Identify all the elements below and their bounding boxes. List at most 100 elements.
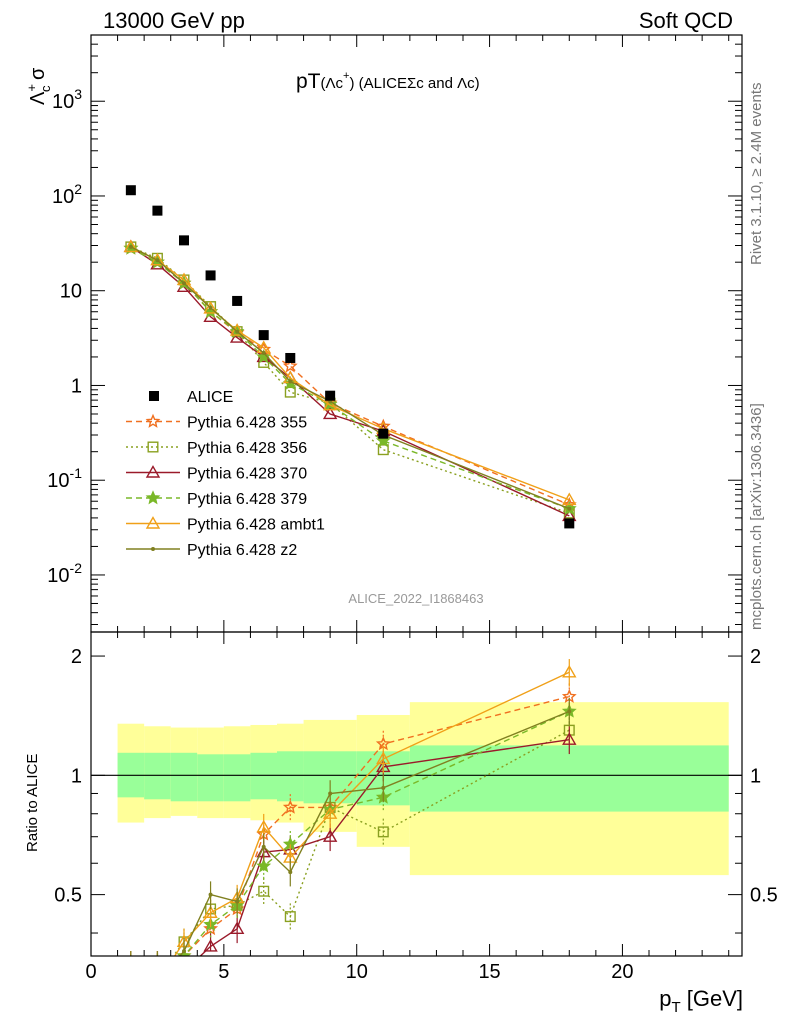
ratio-series-point: [151, 977, 163, 988]
ratio-series-clip: [125, 659, 577, 1024]
main-series-point: [203, 301, 218, 314]
ratio-tick-label-left: 1: [71, 765, 82, 787]
ratio-series-point: [322, 806, 338, 819]
ratio-series-point: [152, 982, 163, 993]
ratio-series-point: [235, 899, 240, 904]
ratio-series-point: [125, 1015, 136, 1024]
ratio-tick-label-right: 1: [750, 765, 761, 787]
y-tick-label: 10-1: [47, 465, 82, 492]
rivet-version-label: Rivet 3.1.10, ≥ 2.4M events: [748, 83, 765, 266]
y-tick-label: 1: [71, 375, 82, 397]
x-tick-label: 0: [85, 961, 96, 983]
main-series-point: [182, 281, 186, 286]
main-series-point: [282, 358, 298, 373]
ratio-band-inner: [277, 751, 304, 802]
main-series-point: [235, 329, 240, 334]
legend-marker: [145, 516, 161, 529]
x-axis-label: pT [GeV]: [659, 986, 743, 1016]
main-series-point: [256, 349, 272, 364]
legend-marker-data: [149, 391, 159, 401]
legend-label: Pythia 6.428 356: [187, 440, 307, 457]
main-series-line: [130, 246, 570, 514]
category-label: Soft QCD: [639, 8, 733, 33]
main-series-point: [284, 386, 296, 398]
data-point: [125, 185, 136, 196]
ratio-series-point: [284, 911, 296, 923]
ratio-tick-label-left: 2: [71, 646, 82, 668]
ratio-series-point: [129, 1012, 133, 1016]
ratio-series-point: [155, 981, 159, 985]
data-point: [564, 518, 575, 529]
ratio-series-point: [256, 858, 272, 873]
main-series-point: [322, 406, 338, 420]
main-series-point: [128, 244, 133, 249]
mcplots-label: mcplots.cern.ch [arXiv:1306.3436]: [748, 403, 765, 630]
y-tick-label: 103: [52, 86, 82, 113]
ratio-tick-label-right: 2: [750, 646, 761, 668]
ratio-series-point: [182, 949, 186, 954]
ratio-series-point: [151, 995, 163, 1006]
ratio-series-point: [203, 939, 218, 952]
legend-label: Pythia 6.428 379: [187, 491, 307, 508]
ratio-series-point: [125, 1008, 137, 1019]
ratio-series-point: [261, 844, 266, 849]
x-tick-label: 10: [346, 961, 368, 983]
main-series-line: [130, 247, 570, 506]
ratio-series-point: [153, 972, 163, 982]
ratio-band-inner: [409, 745, 729, 812]
ratio-series-point: [256, 819, 271, 833]
data-point: [205, 270, 216, 281]
plot-title-particle: (Λc: [321, 75, 344, 92]
axes-group: 0 5 10 15 20 10-2 10-1 1 10 102 103 0.5 0.5 1 1 2 2: [47, 34, 778, 983]
data-point: [152, 205, 163, 216]
ratio-series-point: [152, 982, 163, 993]
legend-marker: [145, 490, 161, 505]
analysis-id: ALICE_2022_I1868463: [348, 591, 483, 606]
main-series-point: [208, 305, 213, 310]
plot-title-main: pT: [296, 70, 321, 93]
ratio-series-point: [567, 709, 572, 714]
plot-title-suffix: (ALICEΣc and Λc): [354, 75, 479, 92]
ratio-series-point: [562, 732, 577, 745]
data-point: [285, 352, 296, 363]
legend-marker: [145, 413, 161, 428]
main-series-point: [322, 397, 338, 411]
ratio-band-group: [91, 702, 742, 876]
ratio-plot-frame: [90, 631, 743, 957]
ratio-series-point: [125, 1008, 137, 1019]
legend: ALICE Pythia 6.428 355 Pythia 6.428 356 Pyt…: [126, 389, 325, 559]
ratio-band-inner: [144, 752, 171, 800]
ratio-series-point: [126, 1009, 136, 1019]
legend-label: Pythia 6.428 370: [187, 466, 307, 483]
ratio-series-point: [178, 965, 190, 976]
y-tick-label: 102: [52, 181, 82, 208]
plot-title-close: ): [349, 75, 354, 92]
ratio-series-point: [282, 799, 298, 814]
ratio-series-line: [199, 739, 570, 956]
plot-title: pT(Λc+) (ALICEΣc and Λc): [296, 70, 480, 93]
ratio-band-inner: [250, 752, 277, 800]
ratio-band-inner: [223, 754, 251, 802]
ratio-tick-label-left: 0.5: [54, 885, 82, 907]
svg-text:Λ+c σ: Λ+c σ: [24, 67, 53, 105]
main-series-point: [123, 239, 139, 253]
main-series-point: [377, 444, 389, 456]
ratio-series-point: [203, 905, 218, 918]
data-point: [232, 295, 243, 306]
svg-text:pT [GeV]: pT [GeV]: [659, 986, 743, 1016]
ratio-series-point: [125, 1015, 136, 1024]
main-series-line: [130, 246, 570, 517]
ratio-series-group: [125, 659, 577, 1024]
ratio-series-point: [322, 829, 338, 842]
x-tick-label: 5: [218, 961, 229, 983]
main-series-line: [130, 246, 570, 510]
data-point: [258, 330, 269, 341]
ratio-band-inner: [197, 754, 224, 802]
legend-label-data: ALICE: [187, 389, 233, 406]
ratio-tick-label-right: 0.5: [750, 885, 778, 907]
y-tick-label: 10: [60, 281, 82, 303]
legend-label: Pythia 6.428 ambt1: [187, 517, 325, 534]
y-tick-label: 10-2: [47, 560, 82, 587]
ratio-series-line: [183, 710, 570, 956]
